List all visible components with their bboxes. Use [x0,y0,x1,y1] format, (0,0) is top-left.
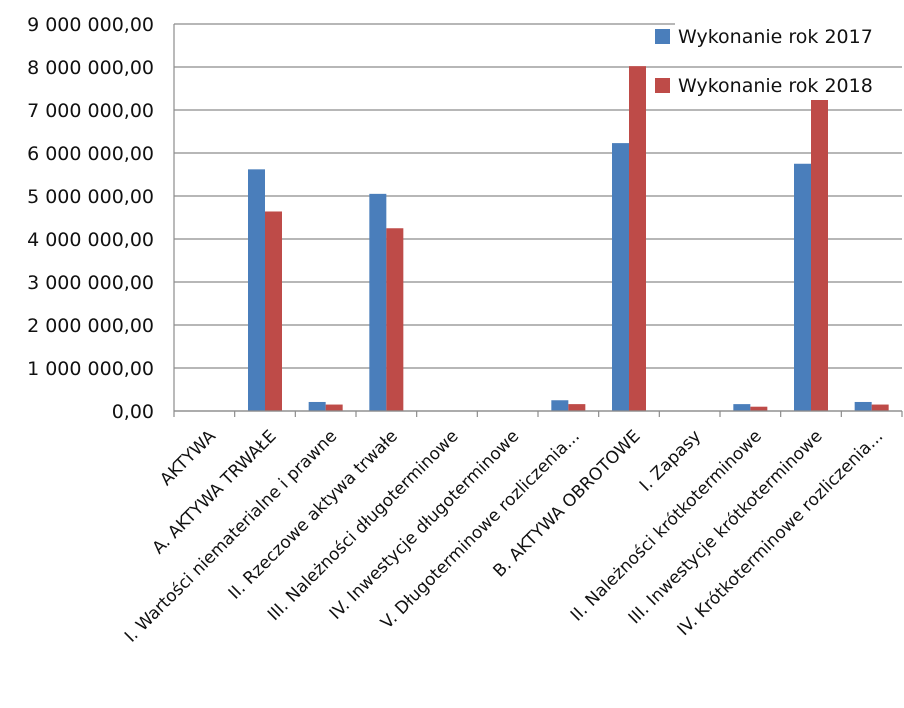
y-axis-ticks: 0,00 1 000 000,00 2 000 000,00 3 000 000,00… [27,14,154,423]
y-tick-label: 3 000 000,00 [27,272,154,294]
bars [248,66,889,412]
y-tick-label: 0,00 [112,401,154,423]
legend-swatch [655,78,670,93]
legend-swatch [655,29,670,44]
bar-2017 [612,143,629,412]
bar-2018 [568,404,586,411]
bar-2018 [811,80,828,411]
bar-2017 [308,401,326,411]
y-tick-label: 7 000 000,00 [27,100,154,122]
x-category-label: I. Wartości niematerialne i prawne [121,426,341,646]
bar-2018 [871,404,889,411]
bar-2018 [750,406,768,411]
bar-2018 [265,211,282,411]
bar-2017 [854,401,872,411]
axes [173,24,903,417]
y-tick-label: 4 000 000,00 [27,229,154,251]
bar-2017 [794,163,811,411]
bar-2018 [386,228,404,411]
legend-label: Wykonanie rok 2017 [678,26,873,48]
y-tick-label: 5 000 000,00 [27,186,154,208]
y-tick-label: 2 000 000,00 [27,315,154,337]
y-tick-label: 8 000 000,00 [27,57,154,79]
bar-2018 [325,404,343,411]
bar-2018 [629,66,646,411]
legend-label-background [675,72,902,100]
bar-2017 [733,404,751,411]
legend-label: Wykonanie rok 2018 [678,75,873,97]
y-tick-label: 6 000 000,00 [27,143,154,165]
legend: Wykonanie rok 2017 Wykonanie rok 2018 [655,23,902,100]
x-category-label: AKTYWA [156,426,220,490]
y-tick-label: 9 000 000,00 [27,14,154,36]
bar-2017 [551,400,569,411]
bar-2017 [369,193,387,411]
y-tick-label: 1 000 000,00 [27,358,154,380]
bar-2017 [248,169,265,411]
legend-label-background [675,23,902,51]
